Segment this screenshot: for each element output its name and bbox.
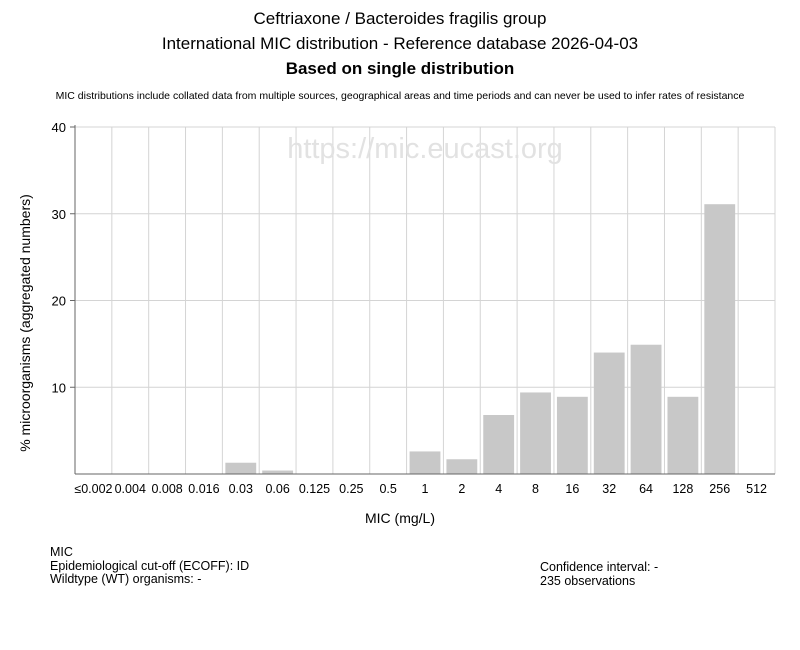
x-tick-label: 128 [672,482,693,496]
bar-4 [483,415,515,474]
x-tick-label: 0.016 [188,482,219,496]
chart-subtitle: International MIC distribution - Referen… [161,34,639,53]
x-tick-label: 0.25 [339,482,363,496]
x-tick-label: 0.06 [265,482,289,496]
x-tick-label: 16 [565,482,579,496]
x-tick-labels: ≤0.002 0.004 0.008 0.016 0.03 0.06 0.125 0.25 0.… [74,482,767,496]
bar-8 [520,392,551,474]
bar-2 [446,459,478,474]
x-tick-label: 1 [422,482,429,496]
y-tick-label: 40 [52,120,66,135]
observations-text: 235 observations [540,573,636,588]
x-axis-label: MIC (mg/L) [365,510,435,526]
x-tick-label: 32 [602,482,616,496]
y-tick-label: 20 [52,294,66,309]
mic-label: MIC [50,545,73,559]
x-tick-label: 0.03 [229,482,253,496]
footer-left: MIC Epidemiological cut-off (ECOFF): ID … [50,545,250,587]
bar-128 [667,396,699,474]
x-tick-label: 0.5 [379,482,396,496]
grid-lines [75,126,776,474]
x-tick-label: 0.008 [151,482,182,496]
x-tick-label: ≤0.002 [74,482,112,496]
x-tick-label: 8 [532,482,539,496]
x-tick-label: 2 [458,482,465,496]
distribution-basis: Based on single distribution [285,59,515,78]
watermark: https://mic.eucast.org [287,133,563,165]
y-axis-label: % microorganisms (aggregated numbers) [17,194,33,452]
x-tick-label: 64 [639,482,653,496]
axes [74,125,775,475]
bar-256 [704,204,736,474]
footer-right: Confidence interval: - 235 observations [540,560,659,588]
wildtype-text: Wildtype (WT) organisms: - [50,572,202,586]
disclaimer-text: MIC distributions include collated data … [55,90,745,102]
confidence-text: Confidence interval: - [540,560,659,574]
y-tick-label: 30 [52,207,66,222]
x-tick-label: 4 [495,482,502,496]
y-tick-label: 10 [52,380,66,395]
x-tick-label: 256 [709,482,730,496]
bar-1 [409,451,441,474]
chart-title: Ceftriaxone / Bacteroides fragilis group [253,9,547,28]
y-tick-labels: 10 20 30 40 [52,120,75,395]
x-tick-label: 0.004 [115,482,146,496]
bar-16 [556,396,588,474]
bar-0.03 [225,462,257,474]
ecoff-text: Epidemiological cut-off (ECOFF): ID [50,558,250,573]
x-tick-label: 512 [746,482,767,496]
bars [225,204,736,474]
bar-64 [630,344,662,474]
x-tick-label: 0.125 [299,482,330,496]
bar-0.06 [262,470,294,474]
bar-32 [593,352,625,474]
